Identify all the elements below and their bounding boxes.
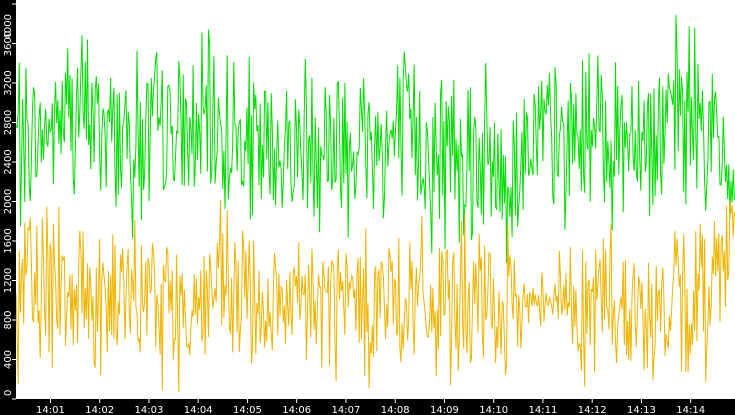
y-tick-label: 1200: [3, 268, 14, 293]
y-tick-label: 0: [3, 390, 14, 396]
y-tick-label: 2400: [3, 149, 14, 174]
x-tick-label: 14:06: [282, 405, 311, 415]
x-axis: 14:01 14:02 14:03 14:04 14:05 14:06 14:07 14:08…: [36, 399, 705, 415]
x-tick-label: 14:11: [529, 405, 558, 415]
x-tick-label: 14:09: [430, 405, 459, 415]
y-tick-label: 800: [3, 310, 14, 329]
y-tick-label: 3200: [3, 70, 14, 95]
series-line-1: [15, 199, 735, 393]
x-tick-label: 14:02: [85, 405, 114, 415]
y-tick-label: 2000: [3, 189, 14, 214]
y-tick-label: 2800: [3, 110, 14, 135]
x-tick-label: 14:04: [184, 405, 213, 415]
x-tick-label: 14:05: [233, 405, 262, 415]
x-tick-label: 14:14: [676, 405, 705, 415]
y-axis-band: [0, 0, 16, 415]
y-tick-label: 4000: [3, 14, 14, 39]
x-tick-label: 14:08: [381, 405, 410, 415]
x-tick-label: 14:13: [627, 405, 656, 415]
series-line-0: [15, 14, 735, 263]
y-tick-label: 1600: [3, 228, 14, 253]
x-tick-label: 14:10: [479, 405, 508, 415]
x-tick-label: 14:12: [578, 405, 607, 415]
x-axis-band: [0, 399, 735, 415]
x-tick-label: 14:03: [135, 405, 164, 415]
x-tick-label: 14:07: [332, 405, 361, 415]
x-tick-label: 14:01: [36, 405, 65, 415]
y-tick-label: 400: [3, 350, 14, 369]
plot-area: [15, 14, 735, 393]
y-tick-label: 3600: [3, 31, 14, 56]
